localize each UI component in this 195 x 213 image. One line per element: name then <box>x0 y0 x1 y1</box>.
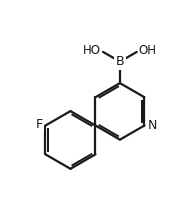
Text: OH: OH <box>139 45 157 58</box>
Text: F: F <box>35 118 43 131</box>
Text: N: N <box>148 119 157 132</box>
Text: B: B <box>116 55 124 68</box>
Text: HO: HO <box>83 45 101 58</box>
